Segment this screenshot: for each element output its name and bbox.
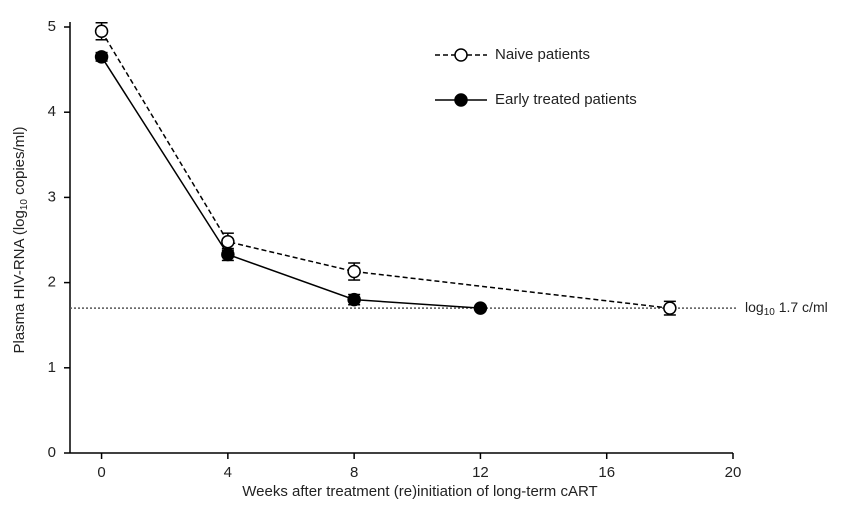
- y-axis-label-part: Plasma HIV-RNA (log: [11, 210, 28, 353]
- marker: [221, 234, 235, 249]
- y-tick-label: 2: [48, 274, 56, 291]
- marker: [347, 292, 361, 307]
- x-tick-label: 4: [224, 464, 232, 481]
- marker: [347, 264, 361, 279]
- x-axis-label: Weeks after treatment (re)initiation of …: [242, 483, 597, 500]
- y-tick-label: 5: [48, 18, 56, 35]
- y-axis-label-sub: 10: [19, 199, 30, 211]
- marker: [663, 301, 677, 315]
- marker: [221, 247, 235, 262]
- x-tick-label: 12: [472, 464, 489, 481]
- marker: [94, 50, 109, 64]
- y-tick-label: 0: [48, 444, 56, 461]
- y-axis-label-part: copies/ml): [11, 126, 28, 199]
- series-line: [100, 30, 670, 309]
- x-tick-label: 16: [598, 464, 615, 481]
- y-axis-label: Plasma HIV-RNA (log10 copies/ml): [11, 126, 30, 353]
- reference-label-part: 1.7 c/ml: [775, 299, 828, 315]
- marker: [473, 301, 488, 315]
- legend-label: Early treated patients: [495, 91, 637, 108]
- reference-label: log10 1.7 c/ml: [745, 299, 828, 318]
- y-tick-label: 1: [48, 359, 56, 376]
- x-tick-label: 8: [350, 464, 358, 481]
- legend-marker: [454, 93, 468, 107]
- y-tick-label: 3: [48, 188, 56, 205]
- legend-label: Naive patients: [495, 46, 590, 63]
- reference-label-part: log: [745, 299, 764, 315]
- x-tick-label: 0: [97, 464, 105, 481]
- marker: [94, 24, 109, 39]
- y-tick-label: 4: [48, 103, 56, 120]
- reference-label-sub: 10: [764, 307, 776, 318]
- series-line: [100, 56, 481, 309]
- legend-marker: [454, 48, 468, 62]
- x-tick-label: 20: [725, 464, 742, 481]
